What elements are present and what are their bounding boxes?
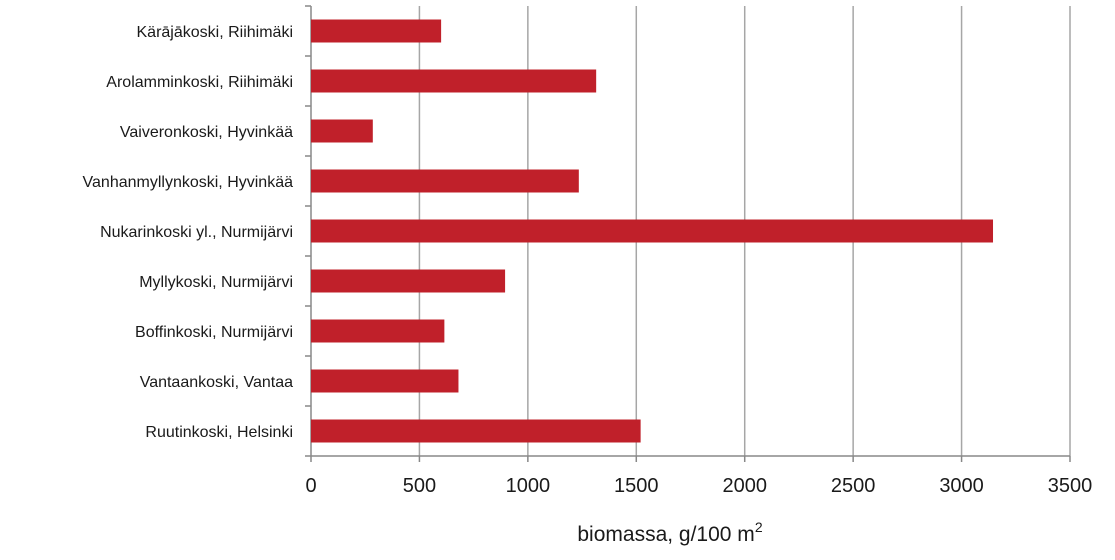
category-label: Ruutinkoski, Helsinki (145, 424, 293, 441)
bar (311, 119, 373, 143)
category-label: Boffinkoski, Nurmijärvi (135, 324, 293, 341)
bars (311, 19, 994, 443)
bar (311, 369, 459, 393)
x-tick-labels: 0 500 1000 1500 2000 2500 3000 3500 (305, 475, 1092, 497)
category-labels: Kärājākoski, Riihimäki Arolamminkoski, Ri… (83, 24, 294, 441)
bar (311, 169, 579, 193)
bar (311, 69, 597, 93)
bar (311, 19, 442, 43)
x-tick-label: 1500 (614, 475, 659, 497)
x-tick-label: 500 (403, 475, 436, 497)
category-label: Arolamminkoski, Riihimäki (106, 74, 293, 91)
x-tick-label: 0 (305, 475, 316, 497)
bar (311, 219, 994, 243)
category-label: Nukarinkoski yl., Nurmijärvi (100, 224, 293, 241)
x-axis-title-superscript: 2 (755, 519, 763, 535)
bar (311, 269, 506, 293)
category-label: Vantaankoski, Vantaa (140, 374, 293, 391)
category-label: Myllykoski, Nurmijärvi (139, 274, 293, 291)
x-tick-label: 3500 (1048, 475, 1093, 497)
bar (311, 319, 445, 343)
category-label: Vaiveronkoski, Hyvinkää (120, 124, 293, 141)
category-label: Vanhanmyllynkoski, Hyvinkää (83, 174, 294, 191)
x-tick-label: 1000 (506, 475, 551, 497)
x-tick-label: 2500 (831, 475, 876, 497)
bar (311, 419, 641, 443)
x-tick-label: 2000 (722, 475, 767, 497)
x-axis-title-text: biomassa, g/100 m (577, 523, 754, 546)
category-label: Kärājākoski, Riihimäki (137, 24, 294, 41)
x-axis-title: biomassa, g/100 m2 (577, 519, 762, 546)
x-tick-label: 3000 (939, 475, 984, 497)
